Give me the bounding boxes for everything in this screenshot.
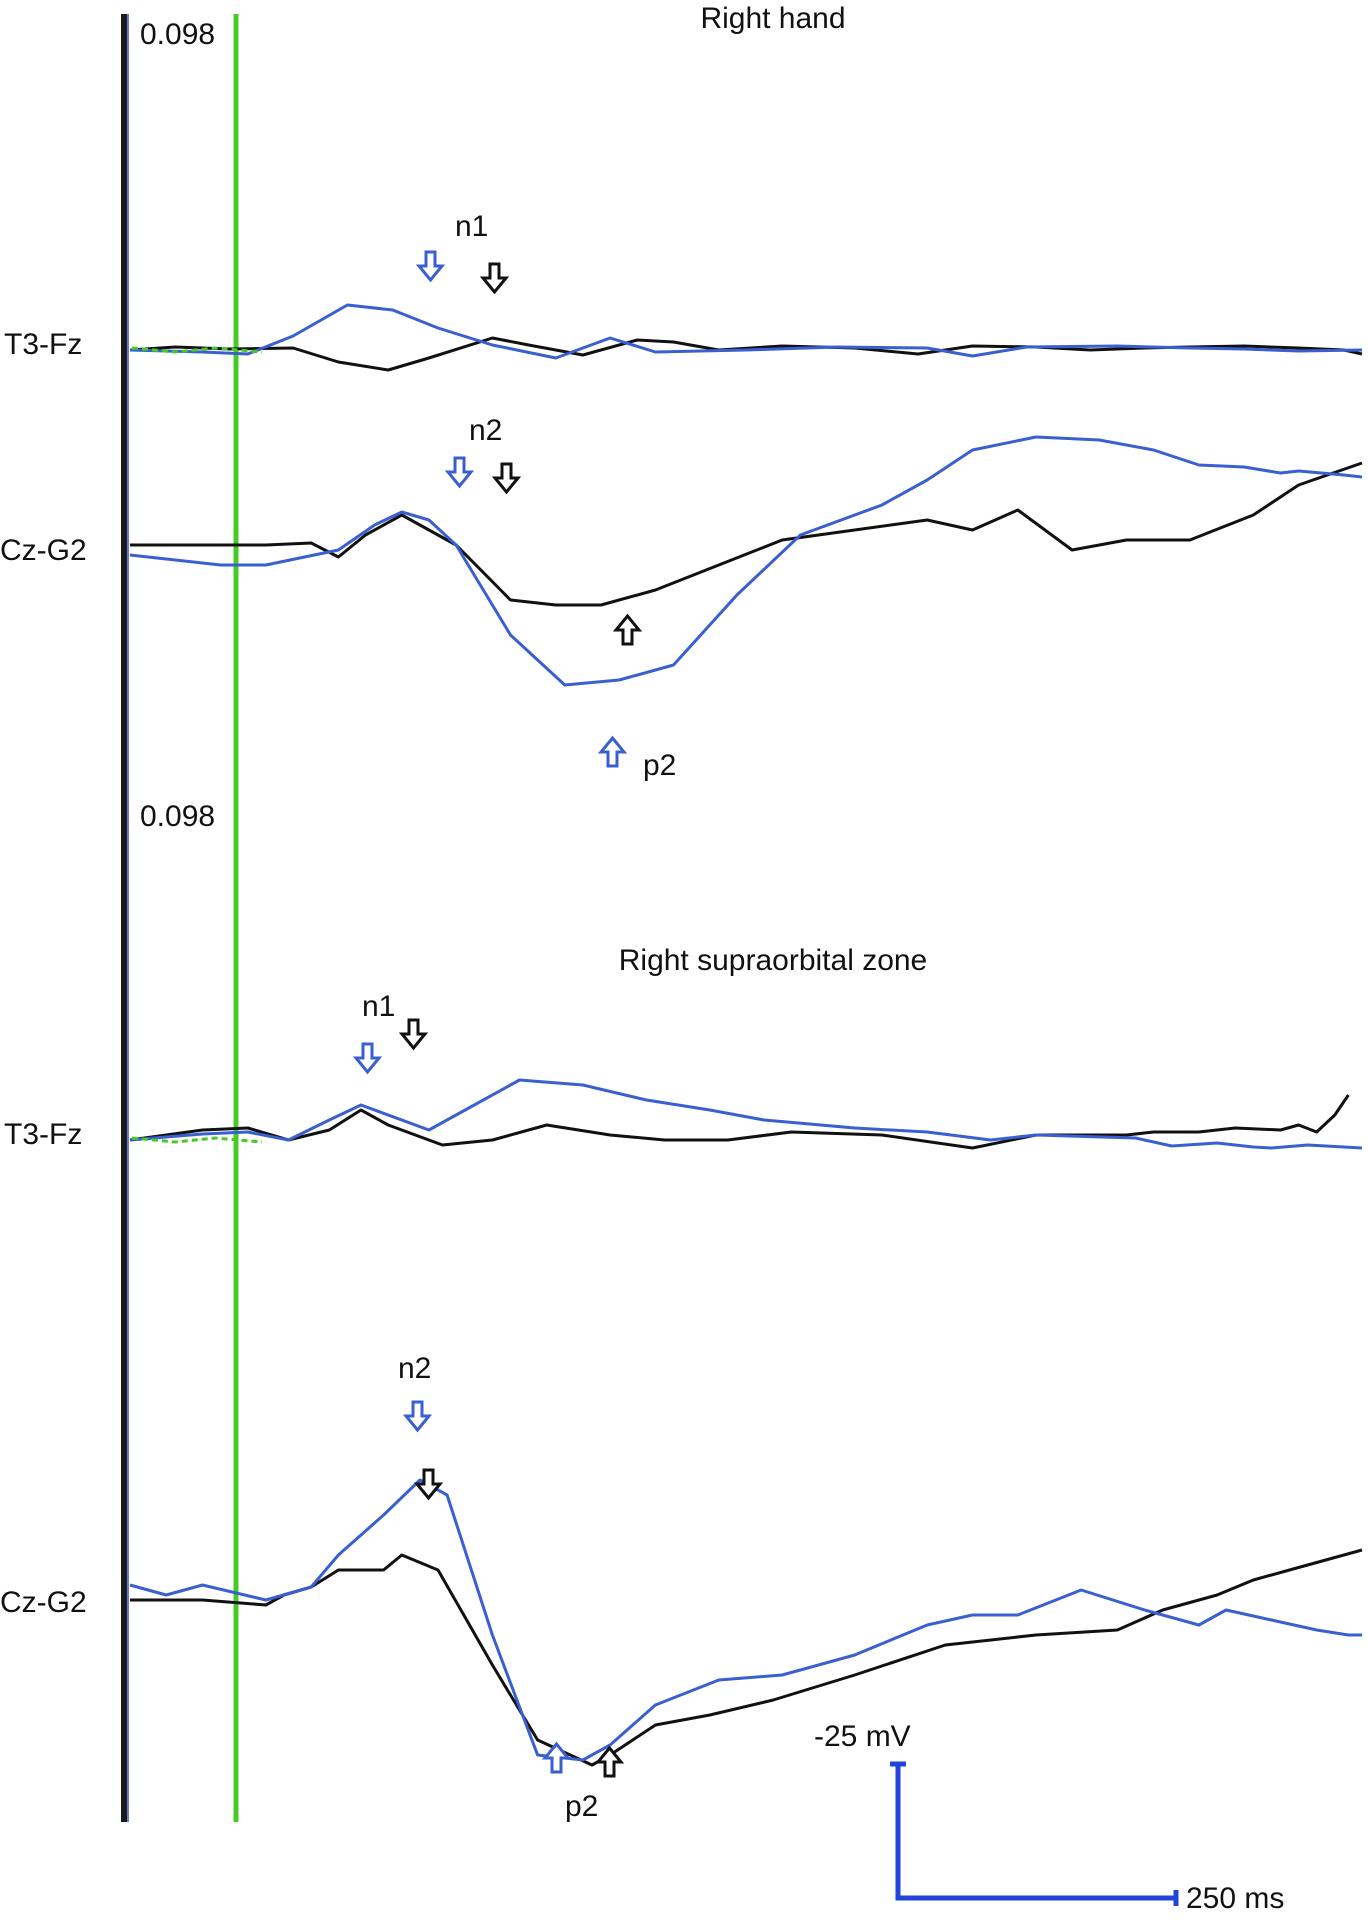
arrow-down-icon <box>413 1468 444 1501</box>
arrow-up-icon <box>612 613 643 646</box>
arrow-down-icon <box>402 1400 433 1433</box>
panel-1-channel-t3fz: T3-Fz <box>4 328 82 361</box>
trace-p1-baseline-marker <box>131 346 263 354</box>
scale-bar <box>895 1764 1176 1901</box>
arrow-down-icon <box>444 456 475 489</box>
arrow-down-icon <box>352 1042 383 1075</box>
arrow-up-icon <box>541 1741 572 1774</box>
trace-p2-t3fz-s2 <box>129 1078 1363 1150</box>
trace-p2-czg2-s1 <box>130 1548 1363 1767</box>
trace-p2-t3fz-s1 <box>129 1094 1350 1150</box>
scale-bar-amplitude-label: -25 mV <box>814 1720 911 1753</box>
peak-label-n1: n1 <box>362 990 395 1023</box>
panel-1-channel-czg2: Cz-G2 <box>0 534 87 567</box>
panel-2-title: Right supraorbital zone <box>619 944 928 977</box>
panel-1-title: Right hand <box>700 2 845 35</box>
peak-label-n1: n1 <box>455 210 488 243</box>
trace-p2-czg2-s2 <box>129 1478 1362 1762</box>
panel-2-channel-czg2: Cz-G2 <box>0 1586 87 1619</box>
panel-2-channel-t3fz: T3-Fz <box>4 1118 82 1151</box>
arrow-up-icon <box>597 735 628 768</box>
arrow-down-icon <box>398 1018 429 1051</box>
arrow-down-icon <box>415 250 446 283</box>
trace-p1-czg2-s1 <box>130 461 1363 607</box>
panel-2-gain: 0.098 <box>140 800 215 833</box>
arrow-down-icon <box>479 262 510 295</box>
peak-label-p2: p2 <box>565 1790 598 1823</box>
trace-p1-t3fz-s1 <box>129 336 1363 372</box>
peak-label-p2: p2 <box>643 749 676 782</box>
arrow-down-icon <box>491 462 522 495</box>
peak-label-n2: n2 <box>398 1352 431 1385</box>
peak-label-n2: n2 <box>469 414 502 447</box>
traces-group <box>129 303 1363 1767</box>
scale-bar-time-label: 250 ms <box>1186 1882 1284 1915</box>
left-axis-line <box>121 14 128 1822</box>
trace-p2-baseline-marker <box>131 1136 263 1144</box>
arrow-up-icon <box>594 1745 625 1778</box>
trace-p1-czg2-s2 <box>129 435 1363 687</box>
trace-p1-t3fz-s2 <box>129 303 1363 360</box>
panel-1-gain: 0.098 <box>140 18 215 51</box>
